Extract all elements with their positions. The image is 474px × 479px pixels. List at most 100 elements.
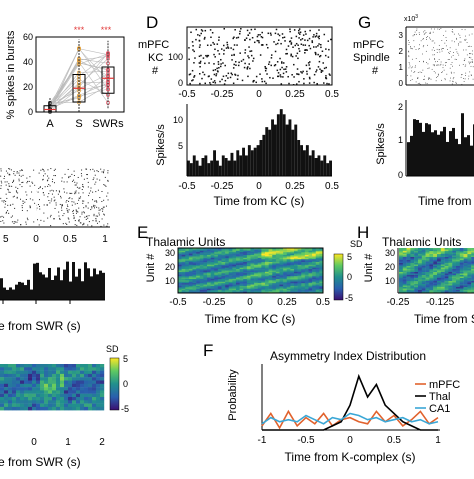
panel-e-heat-cell [304,270,309,273]
panel-h-heat-cell [448,267,453,270]
panel-d-raster-dot [305,49,307,51]
panel-e-heat-cell [290,290,295,292]
left-raster-dot [95,200,97,202]
panel-h-heat-cell [471,287,474,289]
panel-e-heat-cell [283,284,288,287]
panel-h-heat-cell [463,267,468,270]
panel-e-heat-cell [188,270,193,273]
panel-e-heat-cell [268,287,273,290]
panel-h-heat-cell [440,288,445,291]
left-raster-dot [65,201,67,203]
panel-h-heat-cell [399,261,403,264]
panel-e-heat-cell [210,273,215,276]
panel-d-raster-dot [247,34,250,36]
boxplot-ylabel: % spikes in bursts [5,30,17,119]
left-raster-dot [5,211,7,213]
panel-h-heat-cell [459,263,464,265]
panel-e-heat-cell [232,291,237,294]
panel-d-raster-dot [312,36,314,38]
left-heat-cell [60,400,65,404]
panel-d-psth-bar [245,155,248,176]
left-raster-dot [74,224,76,226]
panel-e-heat-cell [192,288,197,291]
panel-e-heat-cell [290,255,295,257]
panel-e-heat-cell [196,287,201,290]
panel-h-heat-cell [437,285,441,288]
panel-h-heat-cell [410,276,415,279]
left-raster-dot [19,184,21,186]
panel-h-heat-cell [421,263,426,265]
left-heat-cell [92,380,97,384]
panel-h-heat-cell [421,270,426,273]
panel-e-heat-cell [254,259,259,261]
panel-h-heat-cell [456,272,460,274]
panel-e-heat-cell [290,270,295,273]
panel-h-heat-cell [418,270,422,273]
panel-e-heat-cell [312,274,317,277]
left-heat-cell [28,383,33,388]
panel-e-heat-cell [217,277,222,280]
left-raster-dot [39,208,41,210]
panel-e-heat-cell [301,276,306,278]
left-raster-dot [85,218,87,220]
left-heat-cell [28,403,33,408]
panel-h-heat-cell [421,249,426,252]
panel-g-raster-dot [464,35,466,37]
panel-h-heat-cell [429,263,434,265]
panel-e-heat-cell [279,287,284,290]
panel-h-heat-cell [402,248,407,250]
panel-e-heat-cell [265,264,269,267]
left-raster-dot [92,168,94,170]
panel-e-heat-cell [228,267,233,270]
panel-h-heat-cell [418,284,422,286]
panel-e-heat-cell [246,276,251,278]
panel-g-raster-dot [453,77,455,78]
panel-d-psth-bar [300,145,303,176]
panel-e-heat-cell [228,253,233,256]
panel-h-heat-cell [402,251,407,253]
panel-h-heat-cell [433,275,438,277]
panel-d-raster-dot [318,37,320,40]
panel-h-heat-cell [437,249,441,252]
panel-e-heat-cell [214,252,219,254]
panel-e-heat-cell [246,278,251,281]
panel-e-heat-cell [214,267,219,270]
panel-e-heat-cell [279,291,284,294]
panel-h-heat-cell [429,270,434,273]
panel-d-raster-dot [230,47,232,49]
panel-h-heat-cell [437,269,441,271]
panel-g-raster-dot [408,51,410,53]
panel-h-heat-cell [429,291,434,294]
panel-e-heat-cell [250,252,255,254]
panel-e-heat-cell [203,253,208,256]
panel-e-heat-cell [308,270,313,273]
panel-e-heat-cell [188,274,193,277]
left-heat-cell [88,397,93,401]
panel-h-heat-cell [425,290,430,292]
panel-d-raster-dot [188,73,191,76]
panel-e-heat-cell [286,291,291,294]
left-heat-cell [28,380,33,384]
panel-e-heat-cell [279,285,284,288]
panel-g-raster-dot [409,65,411,67]
panel-h-heat-cell [418,266,422,268]
left-heat-cell [32,406,37,411]
left-heat-cell [92,377,97,381]
panel-h-heat-cell [421,291,426,294]
panel-e-heat-cell [283,252,288,254]
left-heat-cell [80,400,85,404]
panel-e-heat-cell [181,264,186,267]
panel-e-heat-cell [297,252,302,254]
panel-g-raster-dot [464,58,466,60]
left-raster-dot [73,218,75,220]
panel-h-heat-cell [467,284,472,286]
panel-e-heat-cell [217,253,222,256]
panel-f-legend-label: Thal [429,391,450,403]
panel-g-raster-dot [414,71,416,72]
panel-e-heat-cell [275,285,280,288]
left-heat-cell [64,406,69,411]
panel-e-heat-cell [217,262,222,264]
panel-h-heat-cell [452,287,457,289]
panel-e-heat-cell [192,256,197,259]
panel-e-heat-cell [232,273,237,276]
